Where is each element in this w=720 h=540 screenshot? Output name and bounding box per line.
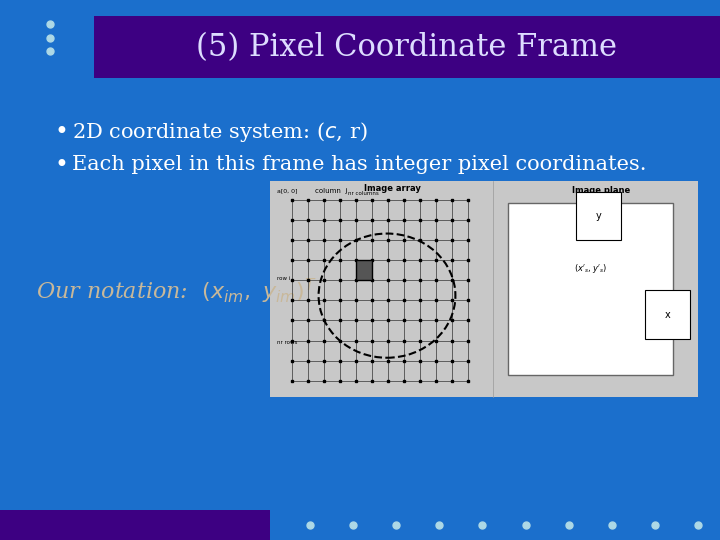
Text: Each pixel in this frame has integer pixel coordinates.: Each pixel in this frame has integer pix… — [72, 155, 647, 174]
Text: a[0, 0]: a[0, 0] — [277, 188, 297, 193]
Text: •: • — [54, 120, 68, 144]
Bar — [356, 260, 372, 280]
Text: 2D coordinate system: ($c$, r): 2D coordinate system: ($c$, r) — [72, 120, 368, 144]
Text: y: y — [596, 211, 601, 221]
Text: row i: row i — [277, 275, 290, 281]
Bar — [508, 202, 673, 375]
Bar — [94, 16, 720, 78]
Text: x: x — [665, 310, 670, 320]
Bar — [0, 510, 270, 540]
Text: Image plane: Image plane — [572, 186, 630, 195]
Text: Our notation:  $(x_{im},\ y_{im})^T$: Our notation: $(x_{im},\ y_{im})^T$ — [36, 277, 317, 306]
Text: •: • — [54, 153, 68, 177]
Bar — [270, 181, 698, 397]
Text: nr rows: nr rows — [277, 340, 297, 346]
Text: $(x'_s, y'_s)$: $(x'_s, y'_s)$ — [574, 262, 607, 275]
Text: (5) Pixel Coordinate Frame: (5) Pixel Coordinate Frame — [197, 32, 617, 63]
Text: Image array: Image array — [364, 184, 420, 193]
Text: column  j: column j — [315, 187, 347, 194]
Text: nr columns: nr columns — [348, 191, 379, 197]
